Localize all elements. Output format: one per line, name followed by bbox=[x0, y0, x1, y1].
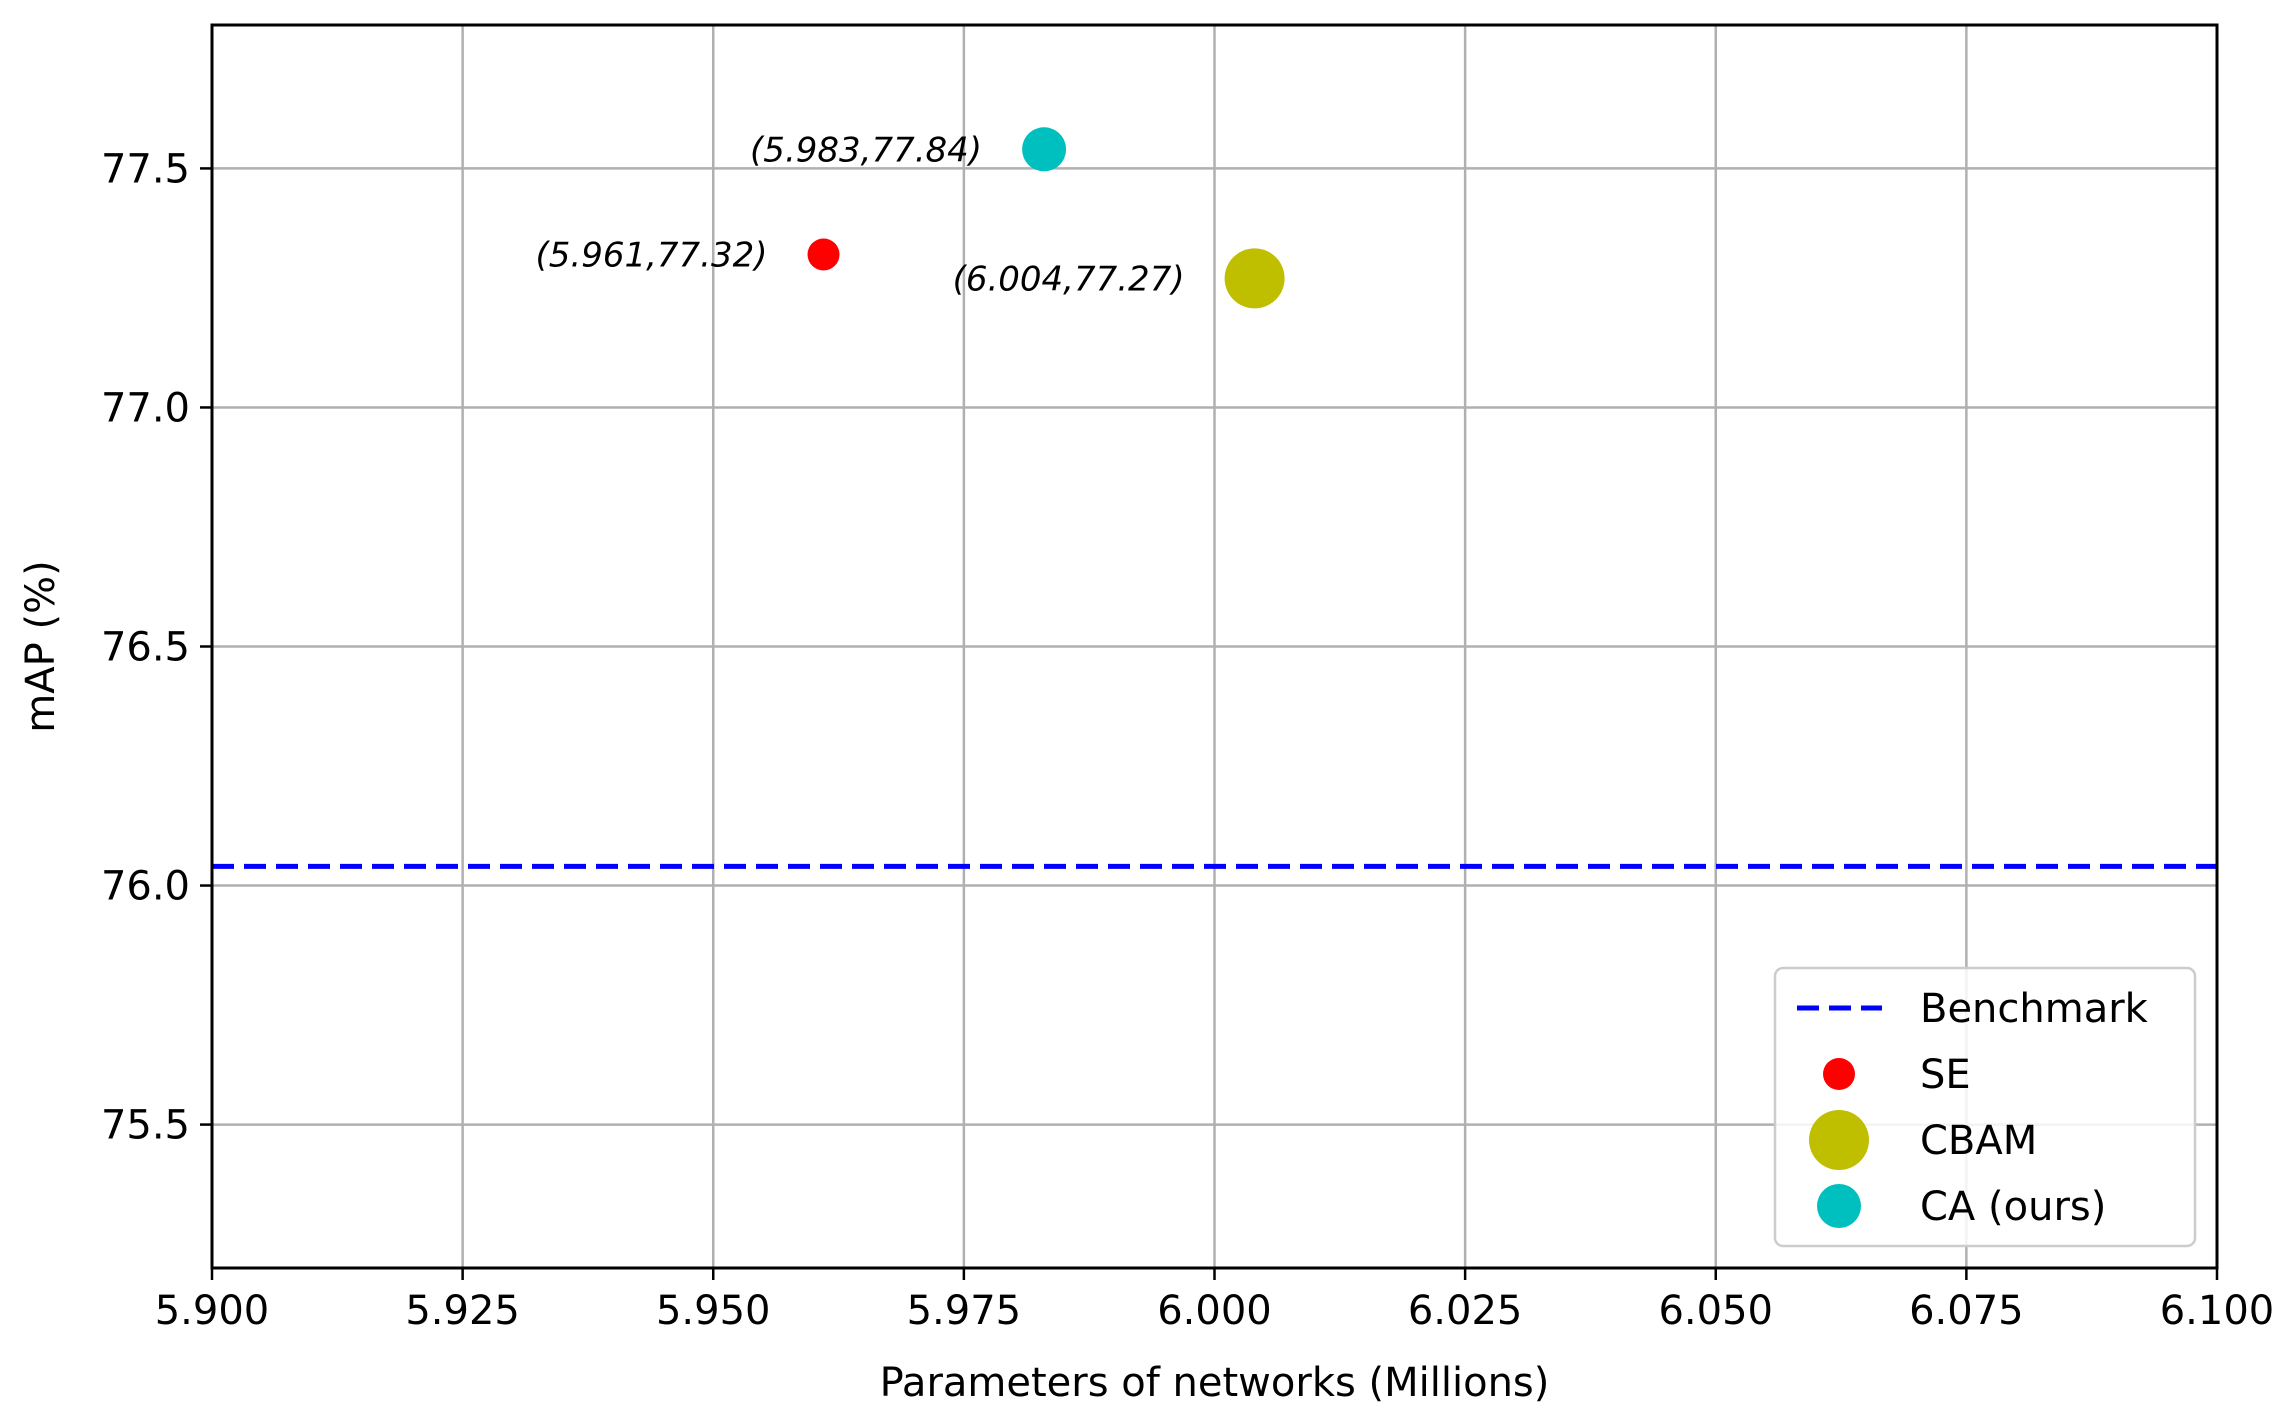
legend-box bbox=[1773, 966, 2197, 1248]
data-points bbox=[807, 127, 1285, 309]
x-tick-label: 5.975 bbox=[907, 1288, 1022, 1334]
x-tick-label: 6.025 bbox=[1408, 1288, 1523, 1334]
legend-label-benchmark: Benchmark bbox=[1920, 986, 2149, 1032]
x-tick-label: 6.050 bbox=[1658, 1288, 1773, 1334]
x-tick-label: 5.925 bbox=[405, 1288, 520, 1334]
legend-label: SE bbox=[1920, 1052, 1971, 1098]
x-tick-label: 6.100 bbox=[2160, 1288, 2275, 1334]
y-tick-label: 75.5 bbox=[101, 1103, 190, 1149]
point-annotations: (5.961,77.32) (6.004,77.27) (5.983,77.84) bbox=[536, 130, 1185, 299]
point-se bbox=[807, 238, 840, 271]
point-annotation: (5.961,77.32) bbox=[536, 235, 768, 275]
legend-swatch bbox=[1823, 1058, 1855, 1090]
y-tick-label: 77.0 bbox=[101, 385, 190, 431]
legend-swatch bbox=[1809, 1110, 1869, 1170]
point-annotation: (5.983,77.84) bbox=[750, 130, 982, 170]
legend-label: CBAM bbox=[1920, 1118, 2037, 1164]
legend: Benchmark SE CBAM CA (ours) bbox=[1773, 966, 2197, 1248]
x-axis-ticks: 5.900 5.925 5.950 5.975 6.000 6.025 6.050 6.075… bbox=[155, 1268, 2275, 1334]
legend-swatch bbox=[1817, 1184, 1861, 1228]
point-ca-ours bbox=[1022, 127, 1067, 172]
x-tick-label: 5.950 bbox=[656, 1288, 771, 1334]
legend-label: CA (ours) bbox=[1920, 1184, 2106, 1230]
point-annotation: (6.004,77.27) bbox=[953, 259, 1185, 299]
x-tick-label: 5.900 bbox=[155, 1288, 270, 1334]
x-tick-label: 6.075 bbox=[1909, 1288, 2024, 1334]
point-cbam bbox=[1224, 248, 1285, 309]
x-tick-label: 6.000 bbox=[1157, 1288, 1272, 1334]
y-axis-ticks: 75.5 76.0 76.5 77.0 77.5 bbox=[101, 146, 212, 1149]
y-axis-title: mAP (%) bbox=[18, 560, 64, 732]
y-tick-label: 76.0 bbox=[101, 864, 190, 910]
y-tick-label: 77.5 bbox=[101, 146, 190, 192]
x-axis-title: Parameters of networks (Millions) bbox=[880, 1360, 1550, 1406]
y-tick-label: 76.5 bbox=[101, 625, 190, 671]
